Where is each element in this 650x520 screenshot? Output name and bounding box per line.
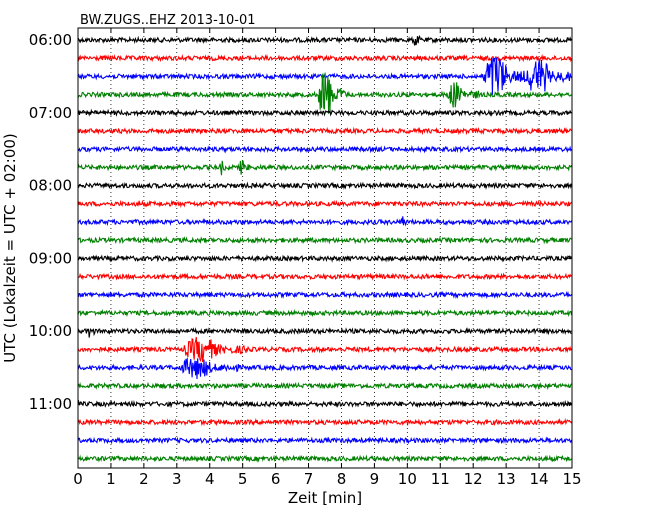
seismogram-trace [77, 399, 573, 409]
seismogram-trace [77, 72, 572, 114]
x-tick-label: 8 [337, 470, 347, 488]
seismogram-trace [77, 357, 572, 380]
grid-lines [110, 28, 540, 468]
x-tick-label: 5 [238, 470, 248, 488]
chart-title: BW.ZUGS..EHZ 2013-10-01 [80, 13, 256, 28]
seismogram-trace [77, 454, 572, 463]
seismogram-trace [77, 126, 572, 136]
seismogram-trace [77, 216, 572, 227]
y-tick-label: 09:00 [29, 249, 72, 267]
x-tick-label: 11 [431, 470, 450, 488]
x-tick-label: 10 [398, 470, 417, 488]
seismogram-trace [77, 159, 573, 176]
x-tick-label: 0 [73, 470, 83, 488]
plot-frame [77, 27, 573, 469]
seismogram-trace [77, 336, 572, 363]
seismogram-trace [77, 199, 572, 209]
x-tick-label: 3 [172, 470, 182, 488]
x-tick-label: 1 [106, 470, 116, 488]
y-axis-label: UTC (Lokalzeit = UTC + 02:00) [1, 133, 19, 363]
y-axis: 06:00 07:00 08:00 09:00 10:00 11:00 [29, 31, 572, 413]
x-tick-label: 9 [370, 470, 380, 488]
seismogram-trace [77, 108, 572, 118]
x-tick-label: 7 [304, 470, 314, 488]
seismogram-trace [77, 308, 573, 318]
seismogram-traces [77, 34, 573, 463]
seismogram-trace [77, 418, 573, 427]
seismogram-trace [77, 436, 573, 445]
seismogram-trace [77, 272, 572, 281]
x-tick-label: 12 [464, 470, 483, 488]
x-tick-label: 15 [562, 470, 581, 488]
x-axis-label: Zeit [min] [288, 489, 362, 507]
seismogram-trace [77, 181, 573, 190]
y-tick-label: 06:00 [29, 31, 72, 49]
seismogram-trace [77, 235, 572, 245]
x-tick-label: 4 [205, 470, 215, 488]
seismogram-trace [77, 34, 572, 46]
x-tick-label: 13 [497, 470, 516, 488]
seismogram-trace [77, 144, 572, 154]
seismogram-trace [77, 381, 572, 391]
x-tick-label: 2 [139, 470, 149, 488]
seismogram-trace [77, 254, 572, 263]
y-tick-label: 10:00 [29, 322, 72, 340]
seismogram-trace [77, 290, 572, 300]
y-tick-label: 11:00 [29, 395, 72, 413]
x-tick-label: 6 [271, 470, 281, 488]
seismogram-trace [77, 53, 573, 63]
seismogram-trace [77, 327, 572, 338]
x-tick-label: 14 [530, 470, 549, 488]
x-axis: 0 1 2 3 4 5 6 7 8 9 10 11 12 13 14 15 [73, 28, 582, 488]
y-tick-label: 08:00 [29, 177, 72, 195]
y-tick-label: 07:00 [29, 104, 72, 122]
